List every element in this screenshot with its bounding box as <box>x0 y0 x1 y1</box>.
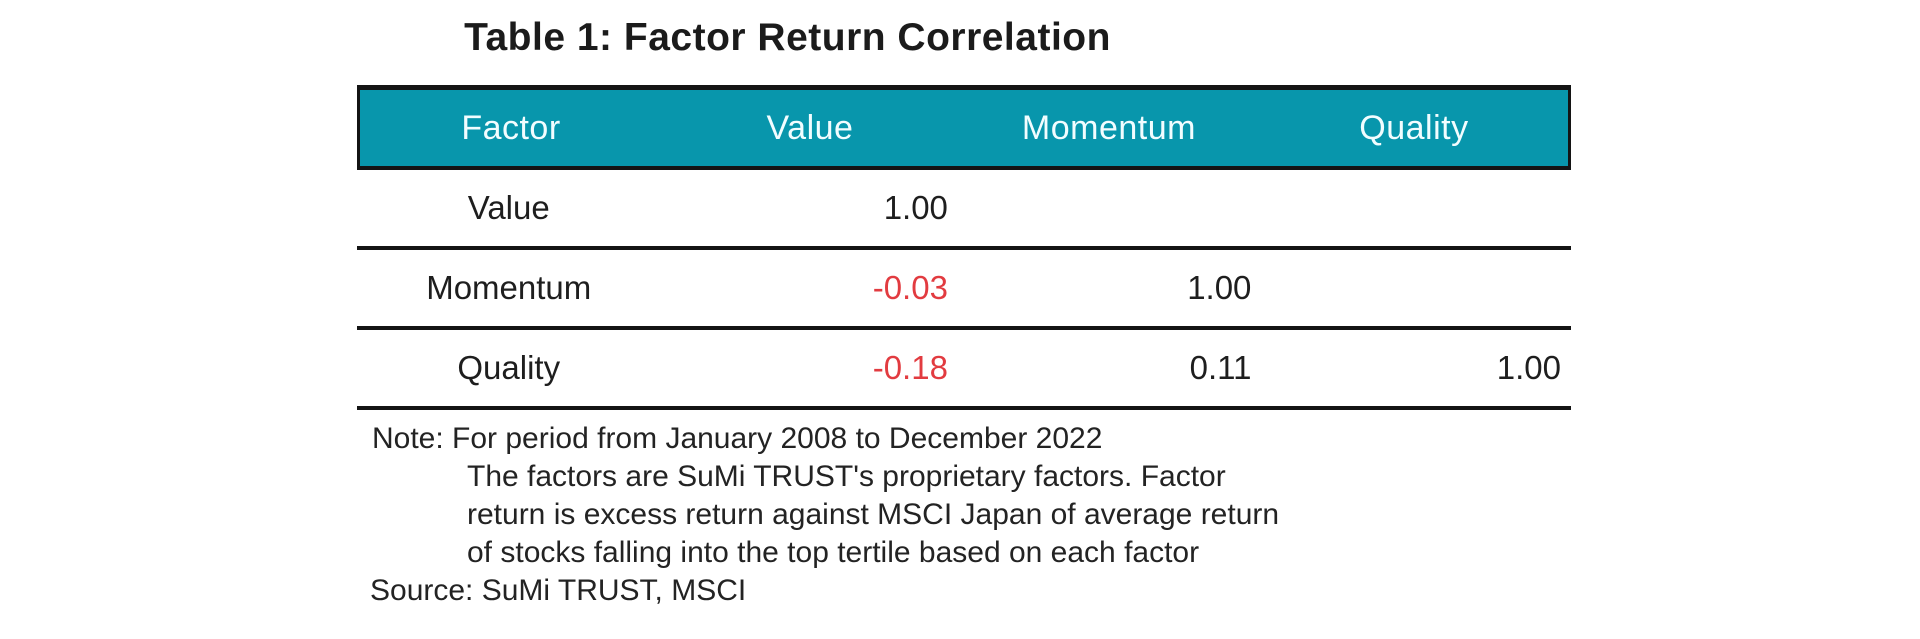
table-cell-num: -0.03 <box>872 269 948 306</box>
column-header-momentum: Momentum <box>1021 108 1196 147</box>
table-cell-num: 1.00 <box>883 189 948 226</box>
note-line: Note: For period from January 2008 to De… <box>372 422 1103 455</box>
table-cell-num: 1.00 <box>1496 349 1561 386</box>
source-line: Source: SuMi TRUST, MSCI <box>370 574 747 607</box>
table-cell-num: 1.00 <box>1187 269 1252 306</box>
table-row-value: Value 1.00 <box>357 170 1571 250</box>
row-label: Value <box>467 189 550 226</box>
note-line: return is excess return against MSCI Jap… <box>467 498 1280 531</box>
note-line: The factors are SuMi TRUST's proprietary… <box>467 460 1226 493</box>
factor-correlation-table: Factor Value Momentum Quality Value 1.00… <box>357 85 1571 410</box>
note-line: of stocks falling into the top tertile b… <box>467 536 1200 569</box>
table-title-wrap: Table 1: Factor Return Correlation <box>0 16 1575 60</box>
row-label: Quality <box>457 349 561 386</box>
row-label: Momentum <box>426 269 592 306</box>
column-header-factor: Factor <box>461 108 561 147</box>
table-title: Table 1: Factor Return Correlation <box>464 16 1111 59</box>
table-cell-num: 0.11 <box>1189 349 1252 386</box>
table-row-momentum: Momentum -0.03 1.00 <box>357 250 1571 330</box>
column-header-quality: Quality <box>1359 108 1469 147</box>
table-header-row: Factor Value Momentum Quality <box>357 85 1571 170</box>
table-cell-num: -0.18 <box>872 349 948 386</box>
table-row-quality: Quality -0.18 0.11 1.00 <box>357 330 1571 410</box>
column-header-value: Value <box>766 108 854 147</box>
table-notes: Note: For period from January 2008 to De… <box>370 420 1552 610</box>
